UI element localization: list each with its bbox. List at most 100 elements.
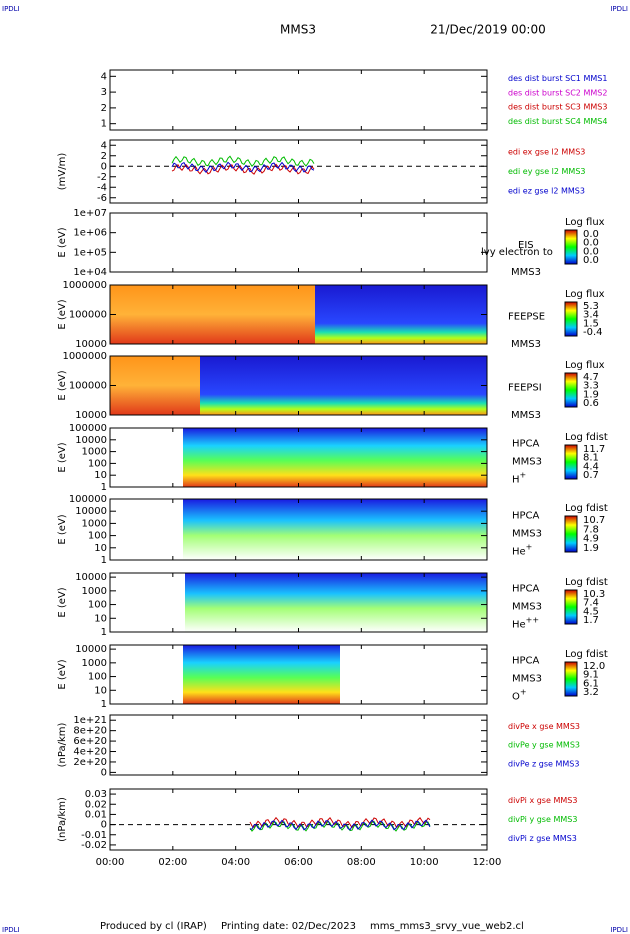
x-tick-label: 00:00: [96, 857, 125, 868]
y-axis-label: (nPa/km): [57, 723, 68, 768]
spectrogram-fill: [183, 645, 340, 704]
footer-file: mms_mms3_srvy_vue_web2.cl: [370, 921, 524, 932]
colorbar-label: 10.3: [583, 589, 605, 600]
y-tick-label: 100000: [69, 494, 107, 505]
colorbar: [564, 661, 578, 697]
y-axis-label: E (eV): [57, 442, 68, 472]
legend-entry: divPe x gse MMS3: [508, 722, 580, 731]
y-tick-label: 100000: [69, 310, 107, 321]
colorbar: [564, 589, 578, 625]
colorbar-label: 3.2: [583, 687, 599, 698]
y-tick-label: 0.01: [85, 809, 107, 820]
colorbar-label: -0.4: [583, 327, 603, 338]
y-tick-label: 100: [88, 600, 107, 611]
y-tick-label: 10000: [75, 435, 107, 446]
colorbar-title: Log fdist: [565, 577, 608, 588]
x-tick-label: 08:00: [347, 857, 376, 868]
y-tick-label: -2: [97, 172, 107, 183]
panel-frame: [109, 714, 488, 776]
ion-charge: +: [520, 687, 527, 696]
trace-sketch: [249, 816, 431, 829]
y-tick-label: 100: [88, 672, 107, 683]
legend-entry: divPe y gse MMS3: [508, 741, 580, 750]
corner-label: IPDLI: [610, 5, 628, 13]
y-axis-label: E (eV): [57, 370, 68, 400]
y-axis-label: E (eV): [57, 659, 68, 689]
legend-entry: divPi x gse MMS3: [508, 796, 577, 805]
y-tick-label: 2: [101, 151, 107, 162]
y-tick-label: 0: [101, 161, 107, 172]
spectrogram-fill: [185, 573, 487, 632]
spacecraft-label: MMS3: [511, 339, 541, 350]
spacecraft-label: MMS3: [512, 529, 542, 540]
y-tick-label: 10: [94, 685, 107, 696]
colorbar-label: 12.0: [583, 661, 605, 672]
instrument-label: HPCA: [512, 656, 540, 667]
y-axis-label: E (eV): [57, 299, 68, 329]
corner-label: IPDLI: [610, 926, 628, 934]
colorbar-label: 1.5: [583, 318, 599, 329]
y-tick-label: 100000: [69, 381, 107, 392]
colorbar-label: 4.4: [583, 461, 599, 472]
ion-charge: +: [526, 542, 533, 551]
panel-frame: [109, 139, 488, 204]
y-tick-label: 1: [101, 119, 107, 130]
y-tick-label: -4: [97, 182, 107, 193]
legend-entry: edi ey gse l2 MMS3: [508, 167, 586, 176]
ion-label: He+: [512, 542, 532, 558]
spacecraft-label: MMS3: [511, 410, 541, 421]
spectrogram-fill: [200, 356, 487, 415]
legend-entry: edi ez gse l2 MMS3: [508, 187, 585, 196]
y-tick-label: -6: [97, 193, 107, 204]
ion: He: [512, 620, 526, 631]
y-tick-label: 1: [101, 699, 107, 710]
y-tick-label: 100: [88, 458, 107, 469]
colorbar: [564, 372, 578, 408]
overlap-label: lvy electron to: [481, 247, 553, 258]
colorbar-label: 0.0: [583, 238, 599, 249]
colorbar-label: 9.1: [583, 670, 599, 681]
colorbar: [564, 301, 578, 337]
y-axis-label: (nPa/km): [57, 797, 68, 842]
corner-label: IPDLI: [2, 5, 20, 13]
y-tick-label: 1e+04: [73, 267, 107, 278]
legend-entry: divPi z gse MMS3: [508, 834, 577, 843]
y-tick-label: 4: [101, 71, 107, 82]
y-tick-label: 1e+21: [73, 715, 107, 726]
y-tick-label: 1e+06: [73, 228, 107, 239]
instrument-label: HPCA: [512, 439, 540, 450]
spectrogram-fill: [183, 499, 487, 560]
spectrogram-fill: [315, 285, 487, 344]
colorbar-label: 0.6: [583, 398, 599, 409]
y-tick-label: 4e+20: [73, 747, 107, 758]
x-tick-label: 04:00: [221, 857, 250, 868]
legend-entry: des dist burst SC4 MMS4: [508, 117, 607, 126]
panel-frame: [109, 788, 488, 851]
colorbar: [564, 515, 578, 553]
y-tick-label: 1: [101, 555, 107, 566]
colorbar-title: Log fdist: [565, 432, 608, 443]
instrument-label: HPCA: [512, 511, 540, 522]
panel-frame: [109, 212, 488, 273]
spectrogram-fill: [110, 356, 200, 415]
legend-entry: edi ex gse l2 MMS3: [508, 147, 585, 156]
y-tick-label: 10000: [75, 339, 107, 350]
spectrogram-fill: [110, 285, 315, 344]
ion: H: [512, 475, 520, 486]
x-tick-label: 10:00: [410, 857, 439, 868]
spacecraft-label: MMS3: [512, 602, 542, 613]
y-axis-label: E (eV): [57, 514, 68, 544]
spectrogram-fill: [183, 428, 318, 487]
legend-entry: divPi y gse MMS3: [508, 815, 577, 824]
colorbar-title: Log fdist: [565, 649, 608, 660]
panel-frame: [109, 69, 488, 131]
colorbar-label: 11.7: [583, 444, 605, 455]
y-axis-label: E (eV): [57, 587, 68, 617]
ion-charge: +: [520, 470, 527, 479]
ion-label: O+: [512, 687, 527, 703]
colorbar-label: 4.7: [583, 372, 599, 383]
colorbar-label: 1.9: [583, 389, 599, 400]
trace-sketch: [249, 819, 431, 831]
y-tick-label: 8e+20: [73, 726, 107, 737]
colorbar-title: Log flux: [565, 360, 605, 371]
